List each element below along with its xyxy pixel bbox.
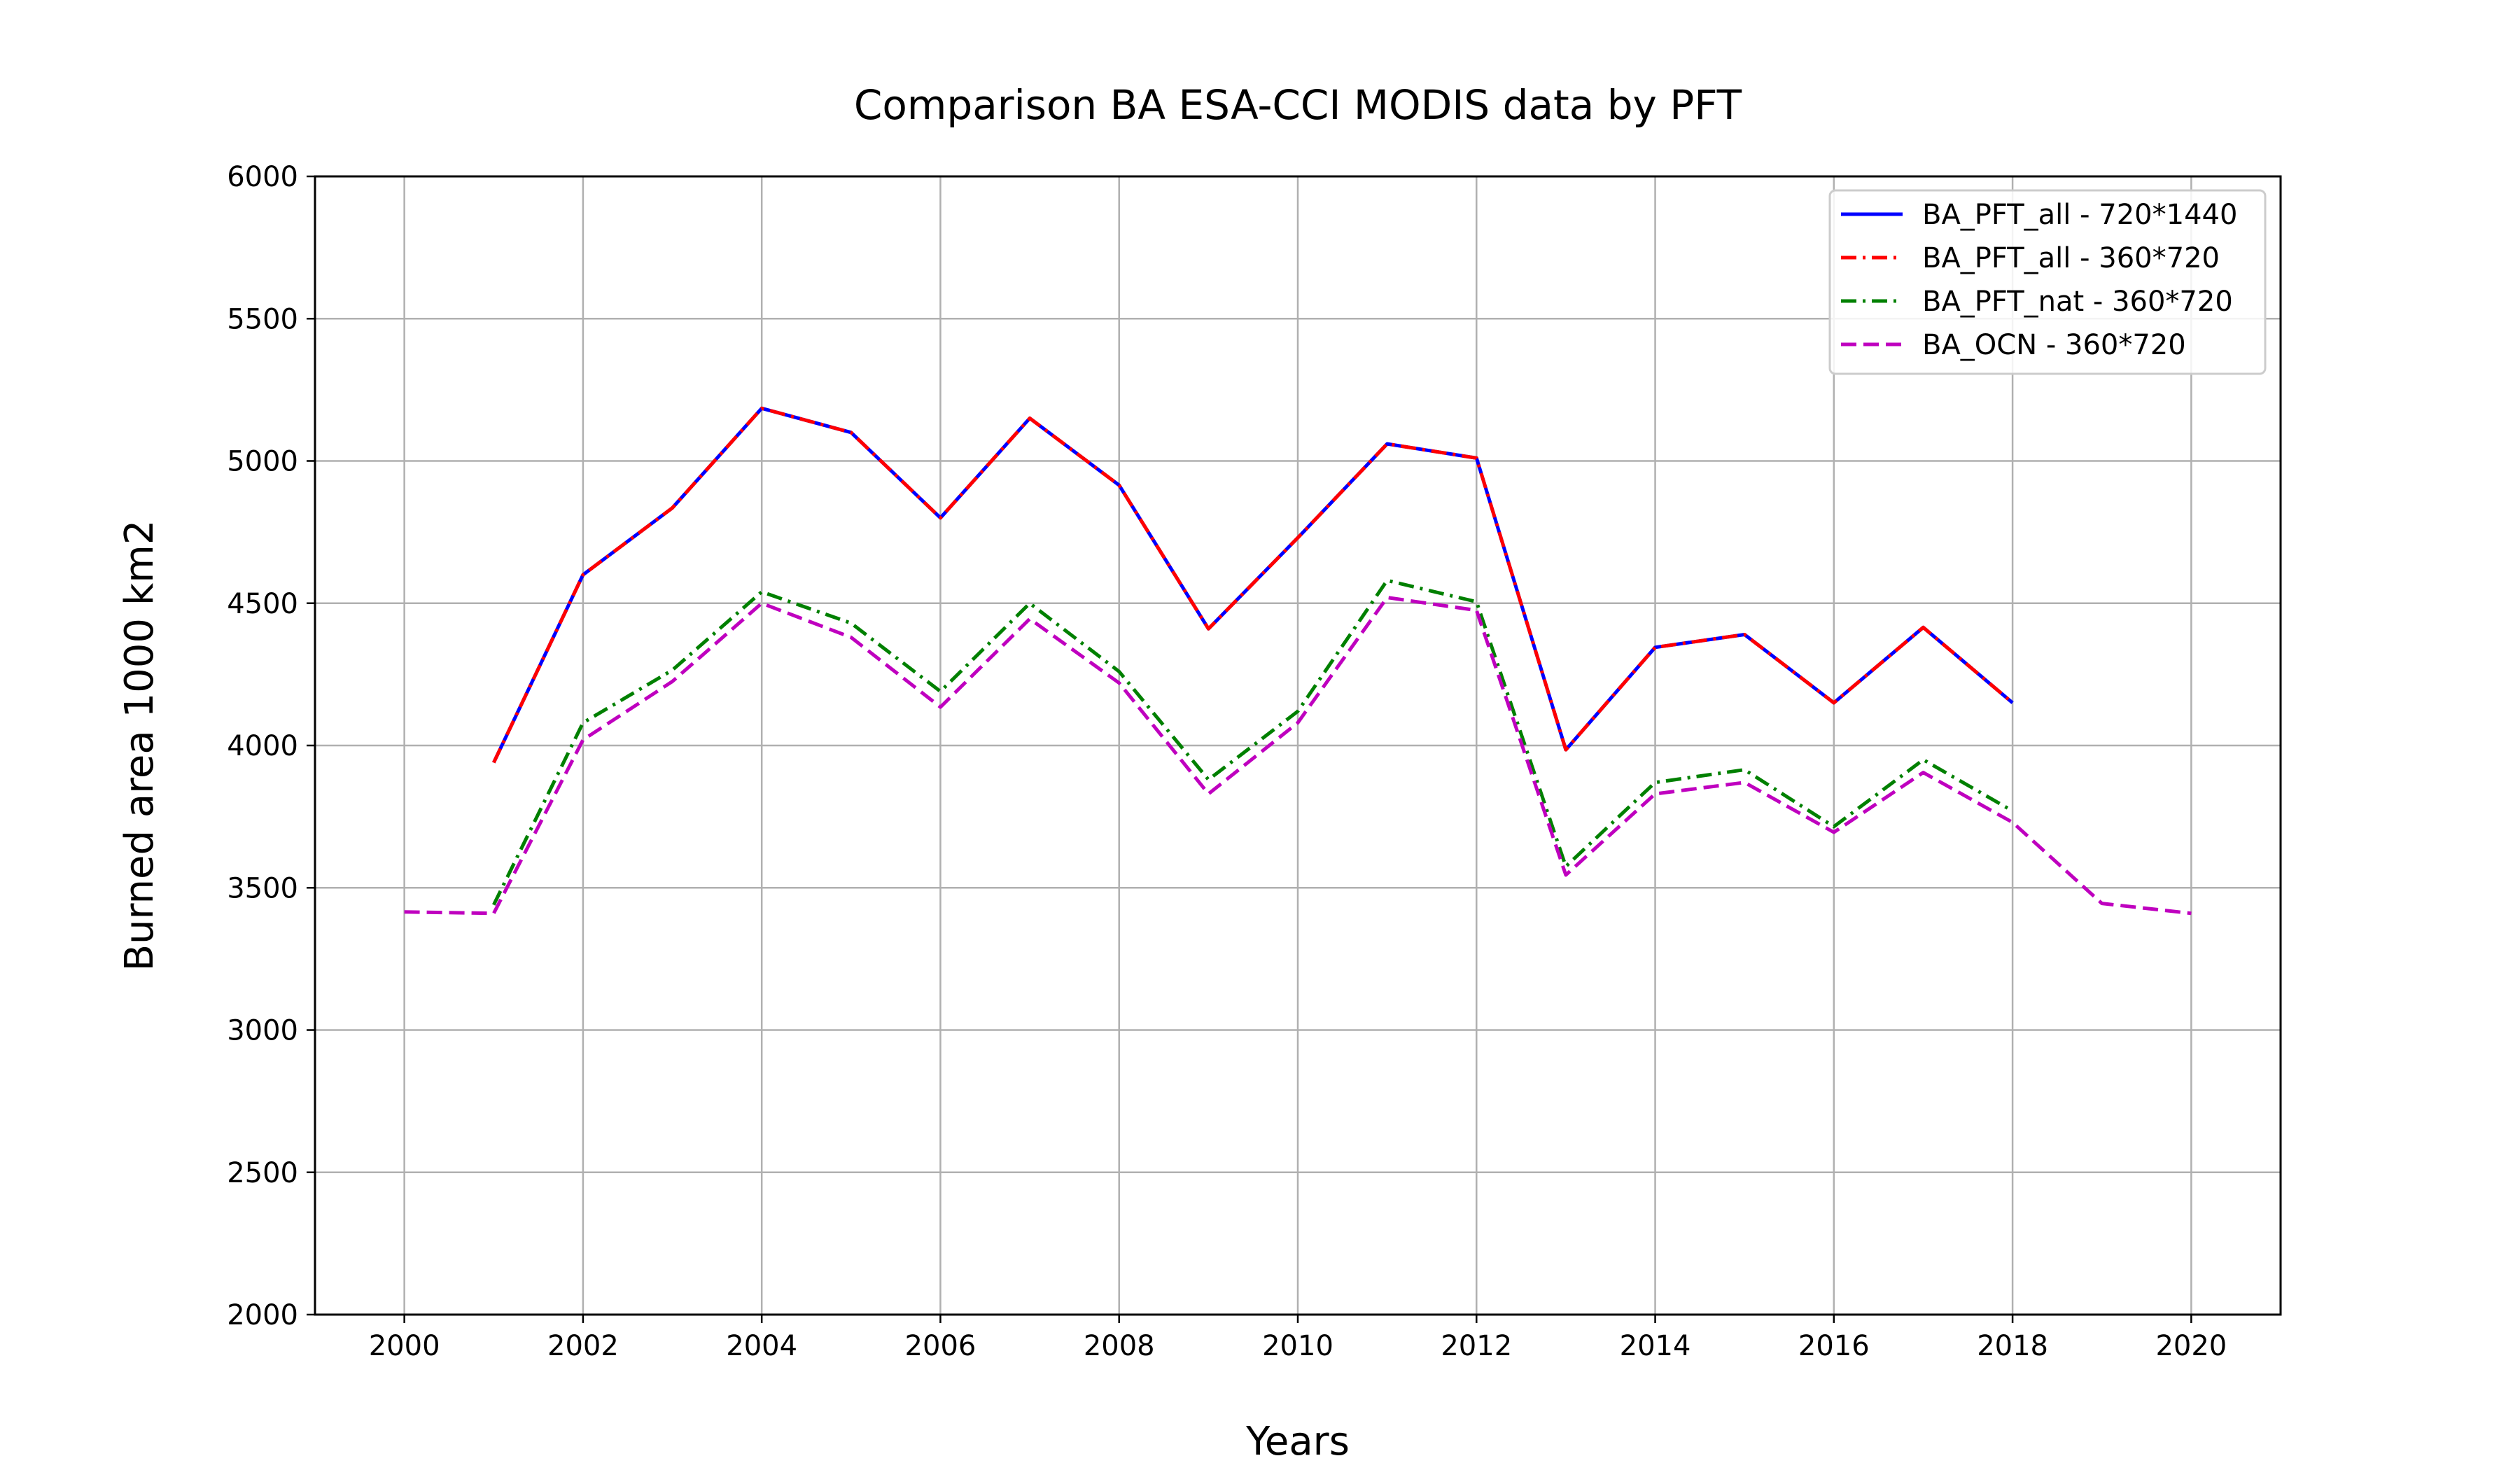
series-line-3 <box>492 578 2014 906</box>
series-line-4 <box>404 596 2192 916</box>
legend-label-2: BA_PFT_all - 360*720 <box>1922 242 2220 274</box>
x-tick-label: 2016 <box>1798 1330 1870 1362</box>
x-axis-ticks: 2000 2002 2004 2006 2008 2010 2012 2014 2016 2018… <box>369 1315 2227 1362</box>
y-tick-label: 6000 <box>227 161 298 193</box>
legend-label-4: BA_OCN - 360*720 <box>1922 329 2186 361</box>
series-line-2 <box>492 406 2014 764</box>
legend-box <box>1828 189 2267 375</box>
y-tick-label: 5500 <box>227 303 298 335</box>
y-tick-label: 5000 <box>227 446 298 478</box>
legend-label-1: BA_PFT_all - 720*1440 <box>1922 199 2237 231</box>
x-axis-label: Years <box>1245 1419 1350 1464</box>
y-tick-label: 3000 <box>227 1015 298 1047</box>
y-tick-label: 2500 <box>227 1157 298 1189</box>
x-tick-label: 2020 <box>2155 1330 2227 1362</box>
y-tick-label: 4000 <box>227 730 298 762</box>
x-tick-label: 2006 <box>905 1330 976 1362</box>
x-tick-label: 2002 <box>547 1330 619 1362</box>
x-tick-label: 2008 <box>1084 1330 1155 1362</box>
x-tick-label: 2018 <box>1977 1330 2048 1362</box>
y-tick-label: 4500 <box>227 588 298 620</box>
y-tick-label: 2000 <box>227 1299 298 1331</box>
legend-label-3: BA_PFT_nat - 360*720 <box>1922 286 2233 318</box>
y-tick-label: 3500 <box>227 872 298 904</box>
y-axis-ticks: 2000 2500 3000 3500 4000 4500 5000 5500 6000 <box>227 161 315 1331</box>
x-tick-label: 2012 <box>1441 1330 1512 1362</box>
x-tick-label: 2010 <box>1262 1330 1334 1362</box>
x-tick-label: 2004 <box>726 1330 797 1362</box>
series-layer <box>404 406 2192 916</box>
x-tick-label: 2000 <box>369 1330 440 1362</box>
legend: BA_PFT_all - 720*1440 BA_PFT_all - 360*72… <box>1828 189 2267 375</box>
x-tick-label: 2014 <box>1620 1330 1691 1362</box>
chart-title: Comparison BA ESA-CCI MODIS data by PFT <box>854 81 1742 129</box>
y-axis-label: Burned area 1000 km2 <box>117 520 162 972</box>
